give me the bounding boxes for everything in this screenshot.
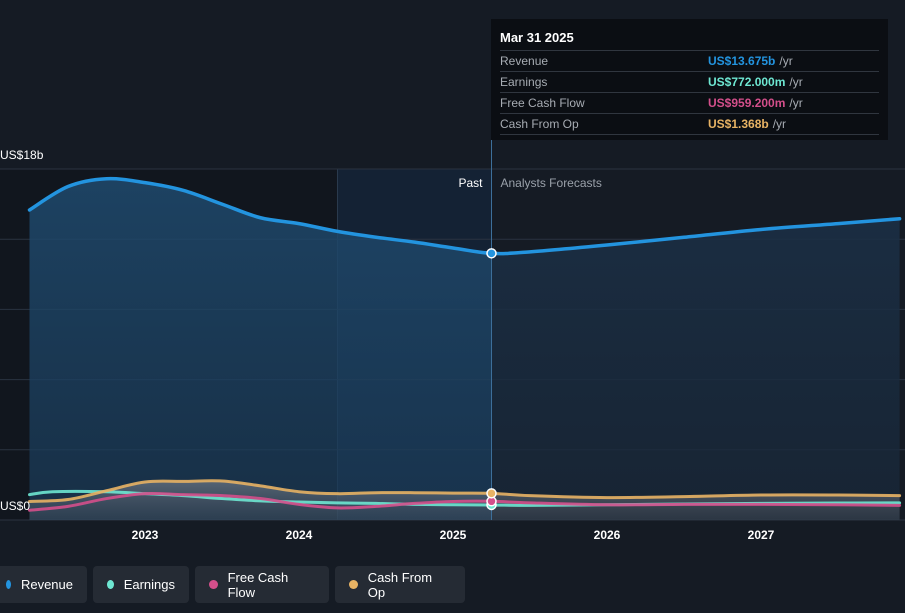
marker-cash-from-op xyxy=(486,488,497,499)
legend-dot-icon xyxy=(6,580,11,589)
x-tick-label: 2026 xyxy=(594,528,621,542)
x-tick-label: 2024 xyxy=(286,528,313,542)
legend-label: Free Cash Flow xyxy=(227,569,289,600)
legend-item-free-cash-flow[interactable]: Free Cash Flow xyxy=(195,566,329,603)
legend-item-revenue[interactable]: Revenue xyxy=(0,566,87,603)
y-axis-bottom-label: US$0 xyxy=(0,499,30,513)
tooltip-row-revenue: Revenue US$13.675b /yr xyxy=(500,50,879,71)
legend-label: Earnings xyxy=(123,577,175,592)
tooltip-value: US$772.000m xyxy=(708,75,786,89)
tooltip-row-earnings: Earnings US$772.000m /yr xyxy=(500,71,879,92)
y-axis-top-label: US$18b xyxy=(0,148,44,162)
tooltip-row-cash-from-op: Cash From Op US$1.368b /yr xyxy=(500,113,879,135)
revenue-area-forecast xyxy=(491,218,900,520)
tooltip-unit: /yr xyxy=(789,75,803,89)
series-line-revenue xyxy=(27,176,902,256)
forecast-label: Analysts Forecasts xyxy=(501,176,602,190)
tooltip-date: Mar 31 2025 xyxy=(500,30,574,45)
legend-dot-icon xyxy=(107,580,114,589)
tooltip-value: US$959.200m xyxy=(708,96,786,110)
tooltip-row-free-cash-flow: Free Cash Flow US$959.200m /yr xyxy=(500,92,879,113)
legend-dot-icon xyxy=(209,580,218,589)
data-tooltip: Mar 31 2025 Revenue US$13.675b /yr Earni… xyxy=(491,19,888,140)
x-tick-label: 2027 xyxy=(748,528,775,542)
tooltip-label: Cash From Op xyxy=(500,117,579,131)
tooltip-label: Revenue xyxy=(500,54,549,68)
revenue-earnings-chart: US$18b US$0 Past Analysts Forecasts 2023 2024… xyxy=(0,140,905,542)
legend-label: Cash From Op xyxy=(367,569,433,600)
tooltip-value: US$1.368b xyxy=(708,117,769,131)
series-line-free-cash-flow xyxy=(28,492,902,512)
series-line-cash-from-op xyxy=(28,479,902,503)
chart-legend: Revenue Earnings Free Cash Flow Cash Fro… xyxy=(0,566,471,603)
legend-item-cash-from-op[interactable]: Cash From Op xyxy=(335,566,465,603)
x-tick-label: 2023 xyxy=(132,528,159,542)
x-tick-label: 2025 xyxy=(440,528,467,542)
tooltip-unit: /yr xyxy=(789,96,803,110)
tooltip-value: US$13.675b xyxy=(708,54,776,68)
legend-label: Revenue xyxy=(20,577,73,592)
tooltip-unit: /yr xyxy=(779,54,793,68)
marker-revenue xyxy=(486,248,497,259)
legend-item-earnings[interactable]: Earnings xyxy=(93,566,189,603)
revenue-area-past xyxy=(29,178,492,521)
legend-dot-icon xyxy=(349,580,358,589)
past-label: Past xyxy=(458,176,483,190)
tooltip-label: Free Cash Flow xyxy=(500,96,585,110)
tooltip-label: Earnings xyxy=(500,75,548,89)
tooltip-unit: /yr xyxy=(772,117,787,131)
